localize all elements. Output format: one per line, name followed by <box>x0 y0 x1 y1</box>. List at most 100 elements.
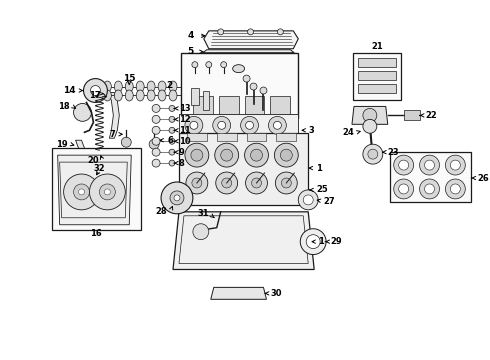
Circle shape <box>274 143 298 167</box>
Circle shape <box>74 184 90 200</box>
Bar <box>358 84 396 93</box>
Ellipse shape <box>125 90 133 101</box>
Circle shape <box>99 184 115 200</box>
Ellipse shape <box>114 81 122 92</box>
Circle shape <box>152 115 160 123</box>
Circle shape <box>191 149 203 161</box>
Circle shape <box>152 104 160 112</box>
Text: 8: 8 <box>179 159 185 168</box>
Circle shape <box>273 121 281 129</box>
Bar <box>193 96 213 114</box>
Bar <box>358 58 396 67</box>
Text: 27: 27 <box>323 197 335 206</box>
Text: 28: 28 <box>155 207 167 216</box>
Bar <box>246 133 267 141</box>
Circle shape <box>169 160 175 166</box>
Ellipse shape <box>136 90 144 101</box>
Circle shape <box>247 29 253 35</box>
Circle shape <box>122 137 131 147</box>
Circle shape <box>218 29 224 35</box>
Circle shape <box>243 75 250 82</box>
Circle shape <box>169 149 175 155</box>
Bar <box>270 96 290 114</box>
Circle shape <box>399 160 409 170</box>
Circle shape <box>90 174 125 210</box>
Polygon shape <box>204 31 298 49</box>
Polygon shape <box>75 140 85 164</box>
Polygon shape <box>108 93 119 138</box>
Circle shape <box>241 116 259 134</box>
Circle shape <box>161 182 193 214</box>
Text: 1: 1 <box>316 163 322 172</box>
Circle shape <box>280 149 293 161</box>
Ellipse shape <box>125 81 133 92</box>
Circle shape <box>220 149 233 161</box>
Circle shape <box>277 29 283 35</box>
Circle shape <box>206 62 212 68</box>
Circle shape <box>192 178 202 188</box>
Circle shape <box>104 189 110 195</box>
Circle shape <box>281 178 292 188</box>
Text: 16: 16 <box>90 229 101 238</box>
Circle shape <box>213 116 231 134</box>
Bar <box>245 96 265 114</box>
Text: 10: 10 <box>179 137 191 146</box>
Circle shape <box>300 229 326 255</box>
Circle shape <box>363 120 377 133</box>
Text: 31: 31 <box>197 209 209 218</box>
Text: 19: 19 <box>56 140 68 149</box>
Circle shape <box>174 195 180 201</box>
Circle shape <box>64 174 99 210</box>
Text: 17: 17 <box>89 91 100 100</box>
Circle shape <box>149 139 159 149</box>
Text: 13: 13 <box>179 104 191 113</box>
Circle shape <box>221 178 232 188</box>
Circle shape <box>152 148 160 156</box>
Text: 24: 24 <box>342 128 354 137</box>
Circle shape <box>152 159 160 167</box>
Circle shape <box>450 160 460 170</box>
Circle shape <box>419 179 440 199</box>
Bar <box>191 87 199 105</box>
Circle shape <box>186 172 208 194</box>
Circle shape <box>245 172 268 194</box>
Circle shape <box>450 184 460 194</box>
Circle shape <box>424 160 435 170</box>
Circle shape <box>251 178 262 188</box>
Bar <box>181 53 298 118</box>
Circle shape <box>74 103 92 121</box>
Circle shape <box>368 149 378 159</box>
Text: 20: 20 <box>88 156 99 165</box>
Circle shape <box>394 179 414 199</box>
Circle shape <box>216 172 238 194</box>
Text: 22: 22 <box>425 111 437 120</box>
Circle shape <box>215 143 239 167</box>
Circle shape <box>399 184 409 194</box>
Bar <box>203 90 209 111</box>
Ellipse shape <box>136 81 144 92</box>
Circle shape <box>363 144 383 164</box>
Circle shape <box>152 126 160 134</box>
Bar <box>358 71 396 80</box>
Bar <box>404 111 419 120</box>
Circle shape <box>260 87 267 94</box>
Circle shape <box>250 83 257 90</box>
Circle shape <box>190 121 198 129</box>
Bar <box>179 133 308 205</box>
Circle shape <box>245 143 269 167</box>
Ellipse shape <box>158 81 166 92</box>
Circle shape <box>269 116 286 134</box>
Circle shape <box>250 149 263 161</box>
Circle shape <box>169 127 175 133</box>
Text: 14: 14 <box>63 86 75 95</box>
Text: 25: 25 <box>316 185 328 194</box>
Text: 7: 7 <box>110 130 115 139</box>
Ellipse shape <box>103 81 111 92</box>
Bar <box>179 114 298 136</box>
Circle shape <box>78 189 84 195</box>
Bar <box>187 133 207 141</box>
Circle shape <box>192 62 198 68</box>
Circle shape <box>185 116 203 134</box>
Text: 6: 6 <box>167 136 173 145</box>
Text: 23: 23 <box>388 148 399 157</box>
